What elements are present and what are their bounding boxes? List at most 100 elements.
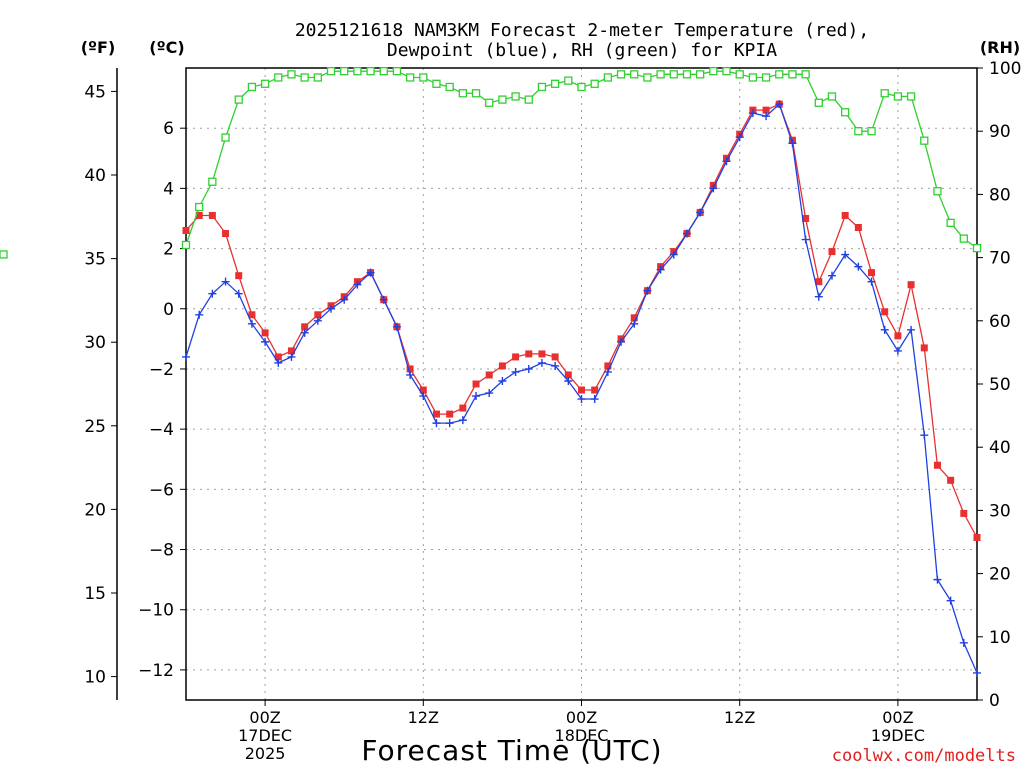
rh-tick-label: 100 bbox=[989, 59, 1021, 79]
dewpoint-point bbox=[406, 370, 415, 379]
temperature-point bbox=[841, 211, 849, 219]
rh-point bbox=[946, 218, 955, 227]
temperature-point bbox=[933, 461, 941, 469]
rh-point bbox=[419, 73, 428, 82]
dewpoint-point bbox=[445, 419, 454, 428]
celsius-tick-label: −10 bbox=[138, 601, 174, 621]
rh-point bbox=[274, 73, 283, 82]
dewpoint-point bbox=[920, 431, 929, 440]
rh-point bbox=[722, 67, 731, 76]
dewpoint-point bbox=[907, 325, 916, 334]
temperature-point bbox=[446, 410, 454, 418]
rh-point bbox=[893, 92, 903, 101]
rh-point bbox=[537, 82, 547, 92]
dewpoint-point bbox=[933, 575, 942, 584]
temperature-point bbox=[406, 365, 414, 373]
temperature-point bbox=[960, 509, 968, 517]
rh-point bbox=[524, 95, 533, 104]
celsius-tick-label: −12 bbox=[138, 661, 174, 681]
fahrenheit-tick-label: 25 bbox=[84, 417, 106, 437]
rh-tick-label: 70 bbox=[989, 249, 1011, 269]
x-axis-title: Forecast Time (UTC) bbox=[361, 734, 662, 767]
temperature-point bbox=[868, 269, 876, 277]
dewpoint-point bbox=[867, 277, 876, 286]
rh-point bbox=[827, 92, 837, 101]
celsius-tick-label: 6 bbox=[163, 119, 174, 139]
temperature-point bbox=[485, 371, 493, 379]
dewpoint-point bbox=[854, 262, 863, 271]
temperature-point bbox=[604, 362, 612, 370]
x-tick-label: 00Z bbox=[882, 708, 913, 727]
celsius-unit-label: (ºC) bbox=[149, 38, 184, 57]
rh-point bbox=[458, 89, 468, 98]
rh-point bbox=[577, 82, 586, 92]
temperature-point bbox=[630, 314, 638, 322]
rh-point bbox=[432, 79, 441, 88]
rh-point bbox=[313, 73, 322, 82]
dewpoint-point bbox=[590, 395, 599, 404]
dewpoint-point bbox=[300, 328, 309, 337]
x-tick-label: 18DEC bbox=[555, 726, 609, 745]
dewpoint-point bbox=[221, 277, 230, 286]
rh-tick-label: 60 bbox=[989, 312, 1011, 332]
rh-tick-label: 30 bbox=[989, 501, 1011, 521]
dewpoint-point bbox=[524, 364, 533, 373]
dewpoint-point bbox=[419, 392, 428, 401]
fahrenheit-tick-label: 45 bbox=[84, 82, 106, 102]
dewpoint-point bbox=[735, 133, 744, 142]
dewpoint-point bbox=[762, 112, 771, 121]
dewpoint-point bbox=[537, 358, 546, 367]
rh-point bbox=[366, 67, 375, 76]
rh-point bbox=[379, 67, 388, 76]
temperature-point bbox=[182, 227, 190, 235]
dewpoint-point bbox=[195, 310, 204, 319]
dewpoint-point bbox=[274, 358, 283, 367]
fahrenheit-tick-label: 20 bbox=[84, 500, 106, 520]
x-tick-label: 19DEC bbox=[871, 726, 925, 745]
temperature-point bbox=[947, 476, 955, 484]
chart-title-line2: Dewpoint (blue), RH (green) for KPIA bbox=[387, 40, 777, 61]
rh-point bbox=[0, 250, 8, 259]
celsius-tick-label: −2 bbox=[149, 360, 174, 380]
rh-point bbox=[775, 70, 784, 79]
dewpoint-point bbox=[551, 361, 560, 370]
rh-point bbox=[340, 67, 349, 76]
dewpoint-point bbox=[643, 286, 652, 295]
temperature-point bbox=[235, 272, 243, 280]
rh-point bbox=[748, 73, 758, 82]
temperature-point bbox=[261, 329, 269, 337]
dewpoint-point bbox=[498, 376, 507, 385]
dewpoint-point bbox=[841, 250, 850, 259]
dewpoint-point bbox=[788, 139, 797, 148]
dewpoint-point bbox=[722, 157, 731, 166]
rh-point bbox=[392, 67, 402, 76]
temperature-point bbox=[920, 344, 928, 352]
temperature-point bbox=[195, 211, 203, 219]
dewpoint-point bbox=[814, 292, 823, 301]
temperature-point bbox=[525, 350, 533, 358]
dewpoint-point bbox=[511, 367, 520, 376]
temperature-point bbox=[907, 281, 915, 289]
grid-layer bbox=[186, 68, 977, 700]
dewpoint-point bbox=[327, 304, 336, 313]
dewpoint-point bbox=[827, 271, 836, 280]
rh-point bbox=[735, 70, 744, 79]
rh-point bbox=[656, 70, 665, 79]
dewpoint-point bbox=[603, 367, 612, 376]
dewpoint-point bbox=[946, 596, 955, 605]
temperature-point bbox=[578, 386, 585, 394]
temperature-point bbox=[894, 332, 902, 340]
rh-point bbox=[511, 92, 520, 101]
dewpoint-point bbox=[748, 109, 757, 118]
rh-tick-label: 0 bbox=[989, 691, 1000, 711]
temperature-point bbox=[762, 106, 770, 114]
x-tick-label: 12Z bbox=[724, 708, 755, 727]
x-tick-label: 17DEC bbox=[238, 726, 292, 745]
dewpoint-point bbox=[340, 295, 349, 304]
rh-point bbox=[287, 70, 296, 79]
temperature-point bbox=[815, 278, 823, 286]
rh-point bbox=[669, 70, 678, 79]
dewpoint-point bbox=[353, 280, 362, 289]
dewpoint-point bbox=[564, 376, 573, 385]
